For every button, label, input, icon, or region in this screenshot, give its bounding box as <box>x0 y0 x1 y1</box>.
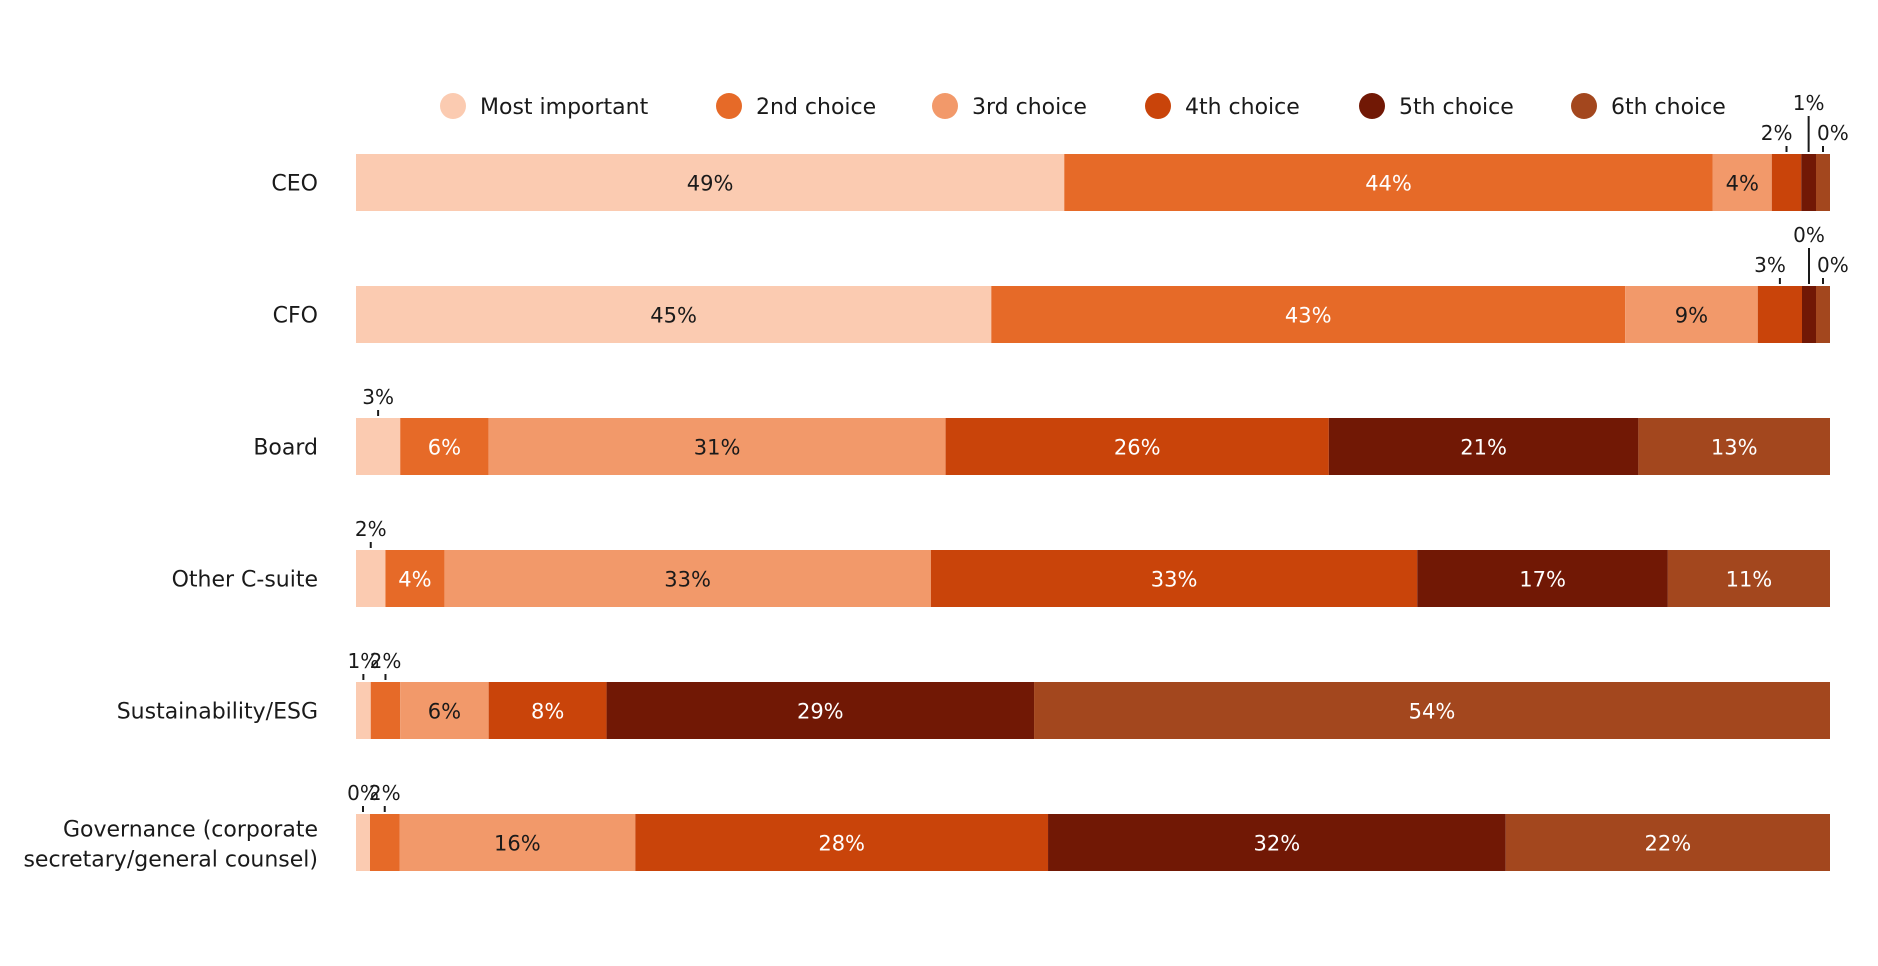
data-label: 29% <box>797 700 844 724</box>
bar-segment <box>400 682 489 739</box>
legend-swatch-2 <box>716 93 742 119</box>
callout-labels: 2%1%0%3%0%0%3%2%1%2%0%2% <box>347 91 1849 812</box>
data-label: 31% <box>694 436 741 460</box>
data-label: 43% <box>1285 304 1332 328</box>
callout-label: 0% <box>347 781 379 805</box>
bar-segment <box>488 418 946 475</box>
category-label: Governance (corporate secretary/general c… <box>23 818 318 873</box>
bar-segment <box>1757 286 1802 343</box>
data-label: 28% <box>818 832 865 856</box>
category-label: Board <box>253 436 318 461</box>
data-label: 4% <box>398 568 431 592</box>
bar-segment <box>1801 154 1816 211</box>
legend-label-2: 2nd choice <box>756 95 876 120</box>
callout-label: 0% <box>1793 223 1825 247</box>
callout-label: 1% <box>348 649 380 673</box>
data-label: 4% <box>1726 172 1759 196</box>
data-label: 26% <box>1114 436 1161 460</box>
category-label: CFO <box>273 304 318 329</box>
bar-segment <box>356 154 1065 211</box>
bar-segment <box>945 418 1329 475</box>
bar-segment <box>370 814 400 871</box>
bar-segment <box>1638 418 1830 475</box>
bar-segment <box>1625 286 1758 343</box>
bar-segment <box>370 682 401 739</box>
bar-segment <box>1048 814 1506 871</box>
bar-segment <box>356 418 401 475</box>
legend-swatch-3 <box>932 93 958 119</box>
legend-label-1: Most important <box>480 95 649 120</box>
bar-segment <box>356 814 370 871</box>
legend-label-6: 6th choice <box>1611 95 1726 120</box>
bar-segment <box>1064 154 1713 211</box>
data-label: 54% <box>1409 700 1456 724</box>
data-label: 49% <box>687 172 734 196</box>
data-label: 6% <box>428 700 461 724</box>
callout-label: 2% <box>369 781 401 805</box>
callout-label: 2% <box>355 517 387 541</box>
bar-segment <box>1328 418 1639 475</box>
data-label: 33% <box>1151 568 1198 592</box>
data-label: 6% <box>428 436 461 460</box>
bar-segment <box>1816 154 1830 211</box>
bar-segment <box>1712 154 1772 211</box>
category-label: Other C-suite <box>172 568 318 593</box>
bar-segment <box>1771 154 1802 211</box>
callout-label: 0% <box>1817 121 1849 145</box>
legend-label-5: 5th choice <box>1399 95 1514 120</box>
bar-segment <box>606 682 1035 739</box>
bar-segment <box>356 682 371 739</box>
bar-segment <box>385 550 445 607</box>
data-label: 9% <box>1675 304 1708 328</box>
bar-segment <box>399 814 636 871</box>
bar-segment <box>356 550 386 607</box>
bar-segment <box>1034 682 1830 739</box>
legend-swatch-6 <box>1571 93 1597 119</box>
category-label: Sustainability/ESG <box>117 700 318 725</box>
category-label-line: secretary/general counsel) <box>23 848 318 873</box>
data-label: 32% <box>1254 832 1301 856</box>
data-label: 8% <box>531 700 564 724</box>
bar-segment <box>1417 550 1668 607</box>
data-label: 16% <box>494 832 541 856</box>
data-label: 13% <box>1711 436 1758 460</box>
legend-swatch-1 <box>440 93 466 119</box>
callout-label: 3% <box>1754 253 1786 277</box>
data-label: 21% <box>1460 436 1507 460</box>
legend-label-3: 3rd choice <box>972 95 1087 120</box>
bar-segment <box>400 418 489 475</box>
callout-label: 2% <box>1761 121 1793 145</box>
data-label: 44% <box>1365 172 1412 196</box>
bar-segment <box>1505 814 1830 871</box>
data-label: 11% <box>1726 568 1773 592</box>
callout-label: 3% <box>362 385 394 409</box>
bar-segment <box>635 814 1049 871</box>
data-label: 17% <box>1519 568 1566 592</box>
bar-segment <box>488 682 607 739</box>
legend: Most important 2nd choice 3rd choice 4th ch… <box>440 93 1726 120</box>
category-labels: CEO CFO Board Other C-suite Sustainability/E… <box>23 172 318 873</box>
legend-swatch-4 <box>1145 93 1171 119</box>
data-label: 33% <box>664 568 711 592</box>
callout-label: 2% <box>370 649 402 673</box>
bar-segment <box>1802 286 1816 343</box>
bar-segment <box>444 550 931 607</box>
legend-label-4: 4th choice <box>1185 95 1300 120</box>
data-label: 45% <box>650 304 697 328</box>
legend-swatch-5 <box>1359 93 1385 119</box>
category-label-line: Governance (corporate <box>63 818 318 843</box>
data-label: 22% <box>1645 832 1692 856</box>
bars <box>356 154 1830 871</box>
bar-segment <box>1667 550 1830 607</box>
category-label: CEO <box>271 172 318 197</box>
bar-segment <box>356 286 992 343</box>
bar-segment <box>930 550 1418 607</box>
callout-label: 1% <box>1793 91 1825 115</box>
callout-label: 0% <box>1817 253 1849 277</box>
bar-segment <box>1816 286 1830 343</box>
segment-labels: 49% 44% 4% 45% 43% 9% 6% 31% 26% 21% 13% 4% 33% 33% 17… <box>398 172 1772 856</box>
bar-segment <box>991 286 1626 343</box>
